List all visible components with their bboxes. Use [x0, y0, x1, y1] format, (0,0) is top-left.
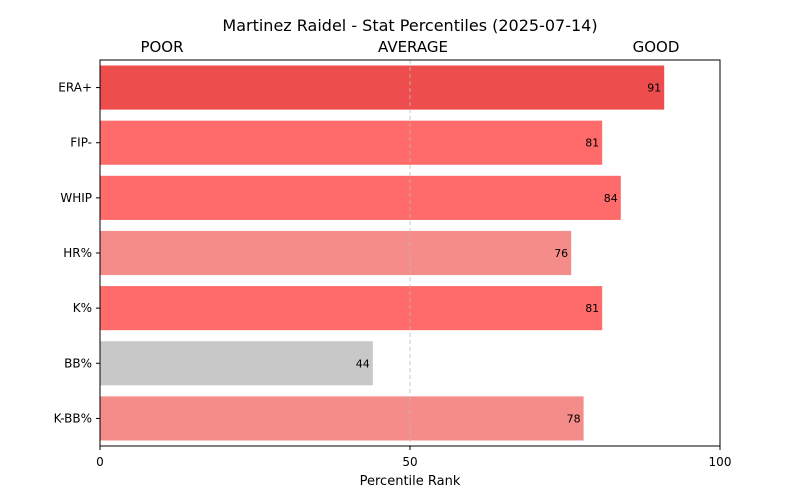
bar-fip- — [100, 120, 603, 165]
y-category-label: WHIP — [60, 191, 92, 205]
x-tick-label: 50 — [402, 455, 417, 469]
value-label: 81 — [585, 137, 599, 150]
x-tick-label: 0 — [96, 455, 104, 469]
bar-k- — [100, 286, 603, 331]
value-label: 81 — [585, 302, 599, 315]
bar-series — [100, 65, 665, 441]
chart-title: Martinez Raidel - Stat Percentiles (2025… — [222, 16, 597, 35]
y-category-label: HR% — [63, 246, 92, 260]
y-category-label: FIP- — [70, 136, 92, 150]
bar-era- — [100, 65, 665, 110]
x-axis-ticks: 0 50 100 — [96, 446, 731, 469]
bar-hr- — [100, 230, 572, 276]
value-labels: 91 81 84 76 81 44 78 — [356, 82, 661, 426]
value-label: 44 — [356, 357, 370, 370]
bar-k-bb- — [100, 396, 584, 441]
value-label: 78 — [567, 412, 581, 425]
value-label: 84 — [604, 192, 618, 205]
y-category-label: ERA+ — [58, 81, 92, 95]
zone-label-poor: POOR — [140, 38, 183, 56]
zone-label-average: AVERAGE — [378, 38, 448, 56]
x-axis-label: Percentile Rank — [360, 474, 461, 489]
y-axis-category-labels: ERA+ FIP- WHIP HR% K% BB% K-BB% — [54, 81, 100, 425]
y-category-label: K% — [73, 301, 92, 315]
bar-whip — [100, 175, 621, 220]
value-label: 91 — [647, 82, 661, 95]
zone-label-good: GOOD — [633, 38, 680, 56]
value-label: 76 — [554, 247, 568, 260]
bar-bb- — [100, 341, 373, 386]
y-category-label: K-BB% — [54, 411, 92, 425]
x-tick-label: 100 — [709, 455, 732, 469]
y-category-label: BB% — [64, 356, 92, 370]
